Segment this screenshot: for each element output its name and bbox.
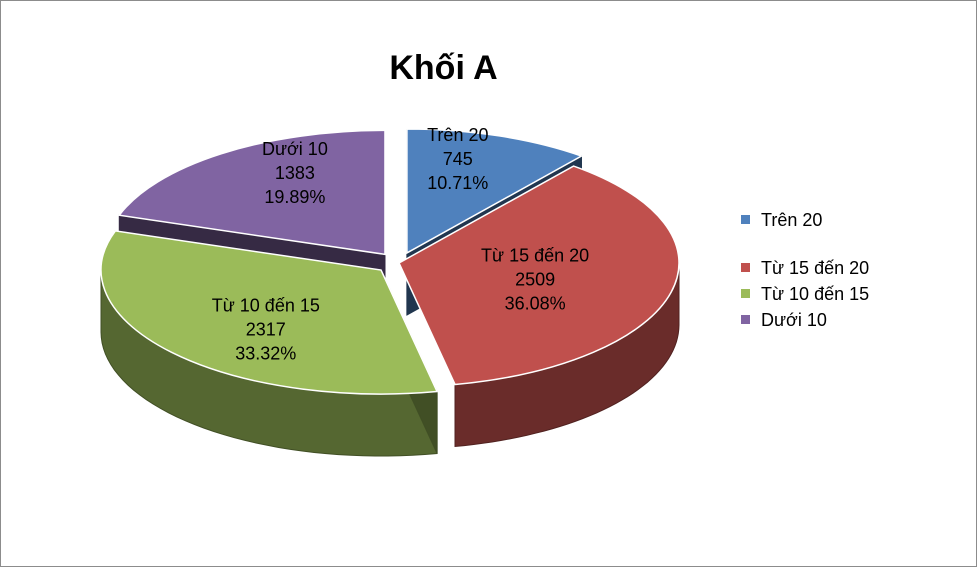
legend-label: Từ 10 đến 15 bbox=[761, 284, 870, 304]
legend-item-duoi-10: Dưới 10 bbox=[739, 309, 879, 331]
data-label-percent: 10.71% bbox=[427, 173, 488, 193]
legend-label: Từ 15 đến 20 bbox=[761, 258, 870, 278]
legend-swatch bbox=[741, 215, 750, 224]
pie-slice-top bbox=[398, 165, 680, 386]
legend: Trên 20 Từ 15 đến 20 Từ 10 đến 15 Dưới 1… bbox=[739, 209, 879, 331]
data-label-value: 745 bbox=[443, 149, 473, 169]
data-label-name: Dưới 10 bbox=[262, 139, 328, 159]
data-label-name: Trên 20 bbox=[427, 125, 488, 145]
legend-item-tu-10-den-15: Từ 10 đến 15 bbox=[739, 283, 879, 305]
legend-swatch bbox=[741, 289, 750, 298]
data-label-name: Từ 10 đến 15 bbox=[212, 295, 320, 315]
chart-title: Khối A bbox=[389, 49, 498, 87]
pie-slice-top bbox=[406, 128, 584, 255]
legend-item-tu-15-den-20: Từ 15 đến 20 bbox=[739, 257, 879, 279]
legend-label: Trên 20 bbox=[761, 210, 823, 230]
legend-swatch bbox=[741, 315, 750, 324]
data-label-percent: 36.08% bbox=[505, 293, 566, 313]
data-label-value: 1383 bbox=[275, 163, 315, 183]
pie-tops bbox=[100, 128, 680, 395]
pie-data-labels: Trên 20 745 10.71% Từ 15 đến 20 2509 36.08% Từ… bbox=[212, 125, 589, 364]
data-label-percent: 33.32% bbox=[235, 343, 296, 363]
data-label-value: 2509 bbox=[515, 269, 555, 289]
legend-item-tren-20: Trên 20 bbox=[739, 209, 879, 231]
legend-swatch bbox=[741, 263, 750, 272]
data-label-name: Từ 15 đến 20 bbox=[481, 245, 589, 265]
data-label-value: 2317 bbox=[246, 319, 286, 339]
pie-slice-top bbox=[100, 230, 439, 395]
pie-slice-top bbox=[117, 129, 386, 256]
legend-label: Dưới 10 bbox=[761, 310, 827, 330]
data-label-percent: 19.89% bbox=[264, 187, 325, 207]
